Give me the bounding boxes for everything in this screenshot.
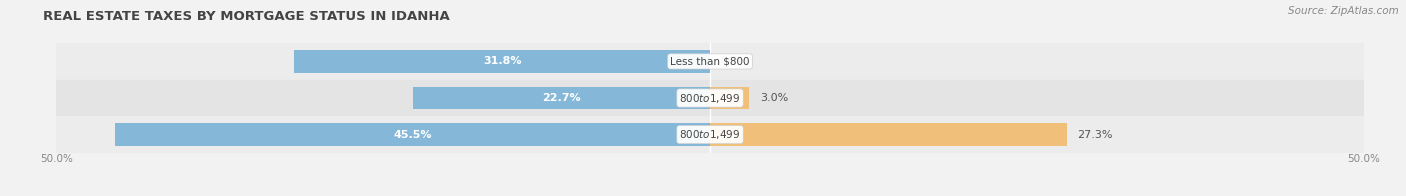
Text: REAL ESTATE TAXES BY MORTGAGE STATUS IN IDANHA: REAL ESTATE TAXES BY MORTGAGE STATUS IN … (44, 10, 450, 23)
Bar (413, 87, 710, 109)
Bar (56, 43, 1364, 80)
Text: 27.3%: 27.3% (1077, 130, 1114, 140)
Text: 0.0%: 0.0% (720, 56, 749, 66)
Text: Source: ZipAtlas.com: Source: ZipAtlas.com (1288, 6, 1399, 16)
Text: 45.5%: 45.5% (394, 130, 432, 140)
Text: $800 to $1,499: $800 to $1,499 (679, 92, 741, 104)
Bar (710, 87, 749, 109)
Text: 22.7%: 22.7% (543, 93, 581, 103)
Text: 3.0%: 3.0% (759, 93, 787, 103)
Text: 31.8%: 31.8% (482, 56, 522, 66)
Bar (56, 80, 1364, 116)
Text: Less than $800: Less than $800 (671, 56, 749, 66)
Text: $800 to $1,499: $800 to $1,499 (679, 128, 741, 141)
Bar (294, 50, 710, 73)
Bar (56, 116, 1364, 153)
Bar (710, 123, 1067, 146)
Bar (115, 123, 710, 146)
